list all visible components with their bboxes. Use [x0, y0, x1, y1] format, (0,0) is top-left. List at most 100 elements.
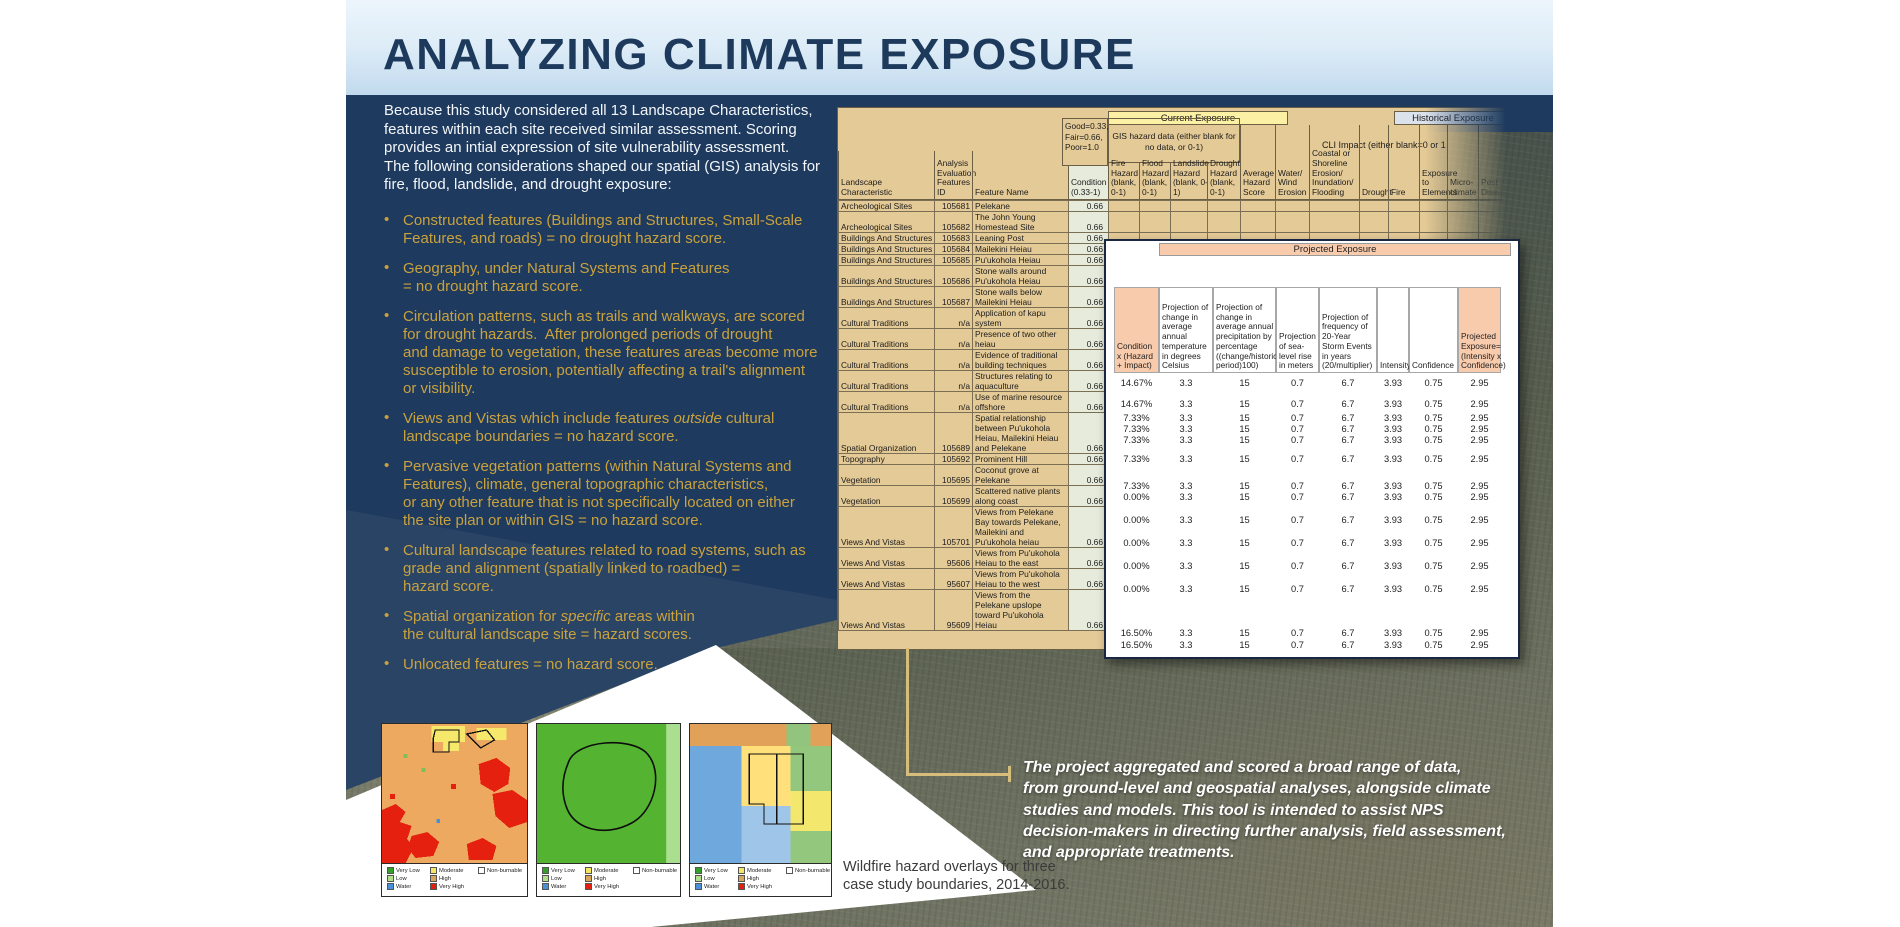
projected-value: 7.33% [1123, 454, 1150, 464]
intro-paragraph: Because this study considered all 13 Lan… [384, 102, 821, 194]
legend-item: Low [387, 875, 407, 882]
table-cell: Stone walls below Mailekini Heiau [972, 286, 1069, 308]
table-cell: 105681 [934, 200, 973, 212]
legend-swatch [738, 883, 745, 890]
projected-value: 2.95 [1470, 378, 1489, 388]
projected-value: 2.95 [1470, 424, 1489, 434]
projected-value: 0.7 [1291, 584, 1304, 594]
wildfire-hazard-map-2 [537, 724, 680, 863]
projected-value: 15 [1239, 399, 1250, 409]
bullet-text: Geography, under Natural Systems and Fea… [403, 260, 730, 295]
legend-label: Non-burnable [487, 867, 523, 874]
column-header: Drought Hazard (blank, 0-1) [1207, 158, 1240, 199]
table-cell: 105692 [934, 453, 973, 465]
table-cell: 105699 [934, 485, 973, 507]
projected-value: 0.75 [1424, 628, 1443, 638]
table-cell: 0.66 [1068, 307, 1109, 329]
map-caption: Wildfire hazard overlays for three case … [843, 859, 1070, 893]
table-cell: Stone walls around Pu'ukohola Heiau [972, 265, 1069, 287]
wildfire-hazard-map-3 [690, 724, 831, 863]
projected-value: 3.93 [1383, 413, 1403, 423]
projected-column-header: Projected Exposure= (Intensity x Confide… [1458, 287, 1506, 373]
table-cell: Views And Vistas [838, 506, 935, 548]
legend-swatch [387, 875, 394, 882]
projected-value: 6.7 [1341, 492, 1355, 502]
bullet-item: • Circulation patterns, such as trails an… [384, 307, 818, 398]
table-row: Archeological Sites 105681 Pelekane 0.66 [838, 200, 1512, 212]
legend-swatch [430, 867, 437, 874]
table-cell: Spatial Organization [838, 412, 935, 454]
table-cell [1207, 211, 1241, 233]
gis-note-cell: GIS hazard data (either blank for no dat… [1108, 118, 1240, 163]
table-cell [1359, 211, 1389, 233]
table-cell [1447, 211, 1479, 233]
table-row: Archeological Sites 105682 The John Young … [838, 211, 1512, 233]
legend-swatch [633, 867, 640, 874]
legend-label: High [747, 875, 759, 882]
legend-item: Water [387, 883, 411, 890]
projected-column-header: Condition x (Hazard + Impact) [1114, 287, 1159, 373]
projected-value: 2.95 [1470, 413, 1489, 423]
table-cell: Views from Pelekane Bay towards Pelekane… [972, 506, 1069, 548]
table-cell: Cultural Traditions [838, 370, 935, 392]
projected-value: 0.7 [1291, 492, 1304, 502]
wildfire-map-panel-3: Very Low Low Water Moderate High Very High Non… [689, 723, 832, 897]
projected-value: 15 [1239, 584, 1250, 594]
legend-item: High [585, 875, 606, 882]
table-cell: Buildings And Structures [838, 232, 935, 244]
table-cell: 0.66 [1068, 547, 1109, 569]
bullet-item: • Geography, under Natural Systems and Fe… [384, 259, 817, 296]
legend-label: Moderate [747, 867, 772, 874]
projected-value: 16.50% [1120, 640, 1153, 650]
projected-value: 2.95 [1470, 399, 1489, 409]
legend-item: Non-burnable [478, 867, 522, 874]
projected-value: 3.3 [1179, 435, 1193, 445]
column-header: Drought [1359, 125, 1392, 199]
projected-value: 0.00% [1123, 584, 1150, 594]
table-cell: Cultural Traditions [838, 349, 935, 371]
projected-value: 14.67% [1120, 399, 1153, 409]
projected-value: 0.75 [1424, 424, 1443, 434]
wildfire-map-panel-1: Very Low Low Water Moderate High Very High Non… [381, 723, 528, 897]
projected-value: 6.7 [1341, 413, 1355, 423]
bullet-text: Circulation patterns, such as trails and… [403, 308, 818, 397]
legend-label: Low [704, 875, 715, 882]
legend-swatch [585, 867, 592, 874]
table-cell [1108, 211, 1140, 233]
projected-value: 6.7 [1341, 640, 1355, 650]
table-cell: The John Young Homestead Site [972, 211, 1069, 233]
legend-swatch [542, 875, 549, 882]
projected-value: 2.95 [1470, 538, 1489, 548]
bullet-dot: • [384, 211, 390, 228]
table-cell: 95607 [934, 568, 973, 590]
projected-value: 2.95 [1470, 584, 1489, 594]
projected-value: 0.75 [1424, 481, 1443, 491]
projected-value: 0.7 [1291, 481, 1304, 491]
table-cell [1275, 200, 1310, 212]
wildfire-map-panel-2: Very Low Low Water Moderate High Very High Non… [536, 723, 681, 897]
map-legend-1: Very Low Low Water Moderate High Very High Non… [382, 863, 527, 894]
table-cell: Scattered native plants along coast [972, 485, 1069, 507]
projected-value: 0.00% [1123, 538, 1150, 548]
table-cell [1240, 200, 1276, 212]
legend-item: High [738, 875, 759, 882]
bullet-item: • Unlocated features = no hazard score. [384, 655, 817, 674]
legend-item: Very Low [542, 867, 575, 874]
projected-value: 3.93 [1383, 515, 1403, 525]
projected-value: 7.33% [1123, 413, 1150, 423]
table-cell: 0.66 [1068, 243, 1109, 255]
projected-value: 15 [1239, 481, 1250, 491]
legend-label: Very Low [704, 867, 728, 874]
column-header: Fire [1388, 125, 1419, 199]
projected-value: 7.33% [1123, 424, 1150, 434]
table-cell: Structures relating to aquaculture [972, 370, 1069, 392]
page-title: ANALYZING CLIMATE EXPOSURE [383, 30, 1136, 79]
table-cell [1419, 200, 1448, 212]
table-cell: 95609 [934, 589, 973, 631]
bullet-text: Unlocated features = no hazard score. [403, 656, 658, 673]
legend-item: High [430, 875, 451, 882]
projected-column-header: Projection of frequency of 20-Year Storm… [1319, 287, 1377, 373]
table-cell: 105701 [934, 506, 973, 548]
table-cell: 0.66 [1068, 391, 1109, 413]
projected-value: 0.00% [1123, 492, 1150, 502]
